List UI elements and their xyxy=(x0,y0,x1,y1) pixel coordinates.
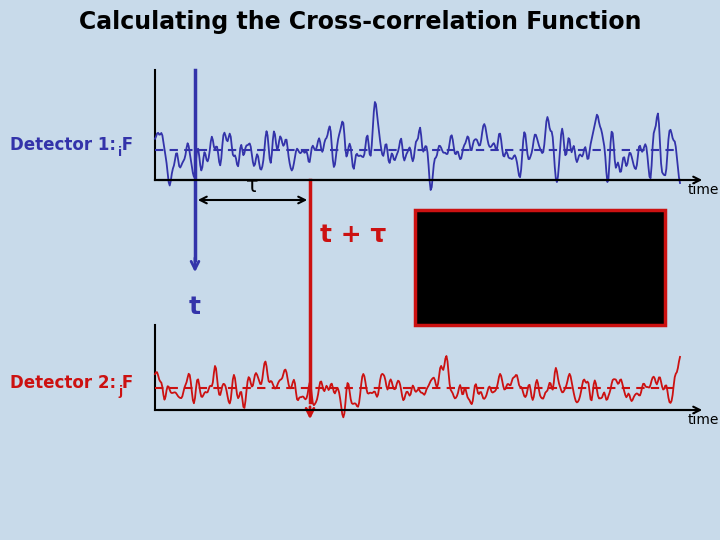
Text: t: t xyxy=(189,295,201,319)
Text: τ: τ xyxy=(246,176,258,196)
Text: i: i xyxy=(118,146,122,159)
Text: Detector 1: F: Detector 1: F xyxy=(10,136,133,154)
Text: time: time xyxy=(688,183,719,197)
Text: Calculating the Cross-correlation Function: Calculating the Cross-correlation Functi… xyxy=(78,10,642,34)
Text: Detector 2: F: Detector 2: F xyxy=(10,374,133,392)
Text: t + τ: t + τ xyxy=(320,223,386,247)
Text: time: time xyxy=(688,413,719,427)
Bar xyxy=(415,210,665,325)
Text: j: j xyxy=(118,384,122,397)
